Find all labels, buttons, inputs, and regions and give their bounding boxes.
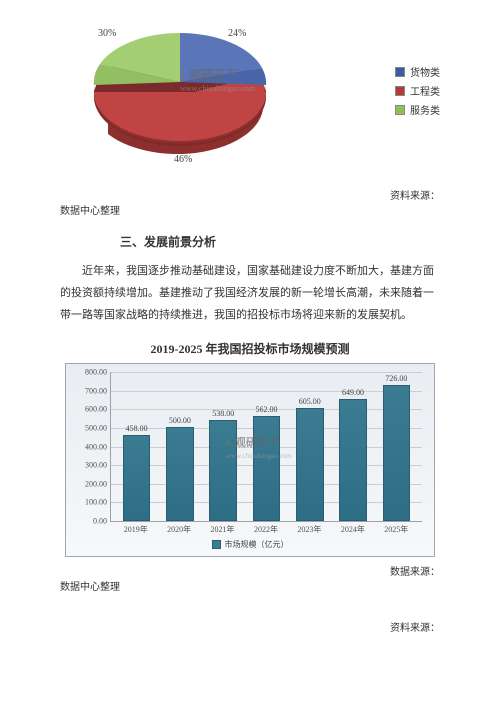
ytick-label: 0.00: [77, 517, 107, 526]
ytick-label: 300.00: [77, 461, 107, 470]
legend-label: 货物类: [410, 64, 440, 79]
source-label-right-2: 数据来源：: [0, 557, 500, 578]
section-heading: 三、发展前景分析: [0, 225, 500, 260]
legend-item-engineering: 工程类: [395, 83, 440, 98]
pie-watermark-url: www.chinabaogao.com: [180, 84, 255, 93]
bar-wrap: 605.00: [290, 397, 329, 521]
bar-legend: 市场规模（亿元）: [74, 535, 426, 552]
legend-swatch-icon: [395, 86, 405, 96]
ytick-label: 800.00: [77, 368, 107, 377]
bar-xaxis-labels: 2019年2020年 2021年2022年 2023年2024年2025年: [110, 522, 422, 535]
watermark-logo-icon: ◐: [226, 437, 233, 449]
bar-wrap: 538.00: [204, 409, 243, 521]
body-paragraph: 近年来，我国逐步推动基础建设，国家基础建设力度不断加大，基建方面的投资额持续增加…: [0, 260, 500, 326]
pie-label-services: 30%: [98, 28, 116, 39]
legend-item-services: 服务类: [395, 102, 440, 117]
legend-item-goods: 货物类: [395, 64, 440, 79]
bar-legend-swatch-icon: [212, 540, 221, 549]
pie-label-engineering: 46%: [174, 154, 192, 165]
bar-wrap: 500.00: [160, 416, 199, 521]
xtick-label: 2022年: [246, 524, 286, 535]
pie-chart-section: 24% 46% 30% ◐ 观研天下 www.chinabaogao.com 货…: [0, 0, 500, 185]
bar-watermark-cn: 观研天下: [235, 437, 279, 449]
pie-chart: 24% 46% 30% ◐ 观研天下 www.chinabaogao.com: [70, 0, 290, 180]
source-label-left-1: 数据中心整理: [0, 202, 500, 225]
source-label-left-2: 数据中心整理: [0, 578, 500, 601]
ytick-label: 500.00: [77, 423, 107, 432]
bar-value-label: 500.00: [169, 416, 191, 425]
legend-swatch-icon: [395, 105, 405, 115]
bar: [123, 435, 151, 521]
bar: [296, 408, 324, 521]
bar-watermark-url: www.chinabaogao.com: [226, 452, 292, 460]
ytick-label: 700.00: [77, 386, 107, 395]
bar-series-label: 市场规模（亿元）: [225, 539, 289, 550]
xtick-label: 2024年: [333, 524, 373, 535]
bar-value-label: 458.00: [126, 424, 148, 433]
bar-wrap: 458.00: [117, 424, 156, 521]
bar-value-label: 649.00: [342, 388, 364, 397]
bar-wrap: 726.00: [377, 374, 416, 521]
ytick-label: 400.00: [77, 442, 107, 451]
xtick-label: 2025年: [376, 524, 416, 535]
xtick-label: 2019年: [116, 524, 156, 535]
bar-wrap: 649.00: [333, 388, 372, 521]
source-label-right-3: 资料来源：: [0, 601, 500, 634]
xtick-label: 2021年: [203, 524, 243, 535]
legend-label: 服务类: [410, 102, 440, 117]
bar-wrap: 562.00: [247, 405, 286, 521]
bar: [166, 427, 194, 521]
bar-value-label: 562.00: [255, 405, 277, 414]
ytick-label: 200.00: [77, 479, 107, 488]
xtick-label: 2020年: [159, 524, 199, 535]
pie-legend: 货物类 工程类 服务类: [395, 60, 440, 121]
ytick-label: 600.00: [77, 405, 107, 414]
bar-chart: 0.00 100.00 200.00 300.00 400.00 500.00 600.00…: [65, 363, 435, 557]
watermark-logo-icon: ◐: [180, 68, 187, 82]
ytick-label: 100.00: [77, 498, 107, 507]
legend-label: 工程类: [410, 83, 440, 98]
pie-watermark-cn: 观研天下: [190, 68, 238, 82]
bar-value-label: 726.00: [385, 374, 407, 383]
bar-value-label: 605.00: [299, 397, 321, 406]
bar: [383, 385, 411, 521]
bar: [253, 416, 281, 521]
source-label-right-1: 资料来源：: [0, 185, 500, 202]
xtick-label: 2023年: [290, 524, 330, 535]
pie-label-goods: 24%: [228, 28, 246, 39]
bar-value-label: 538.00: [212, 409, 234, 418]
bar: [339, 399, 367, 521]
bar-chart-title: 2019-2025 年我国招投标市场规模预测: [0, 326, 500, 363]
legend-swatch-icon: [395, 67, 405, 77]
